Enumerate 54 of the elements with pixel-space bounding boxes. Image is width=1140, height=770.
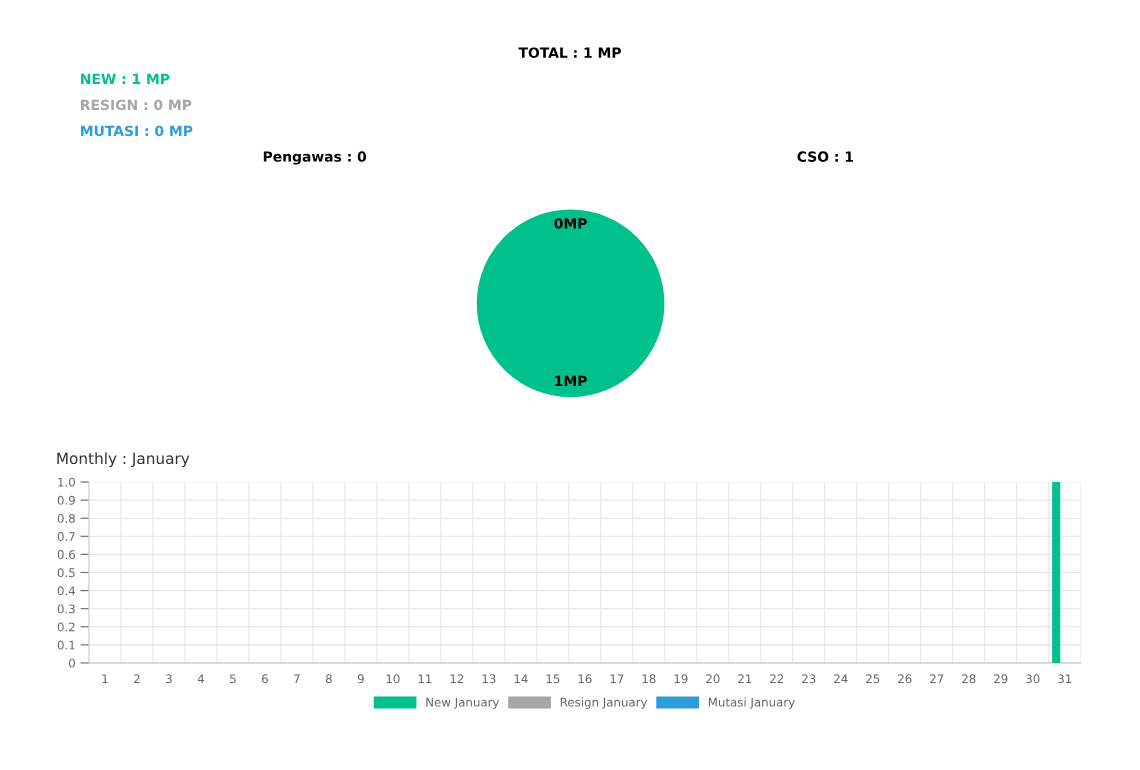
x-tick-label: 16 xyxy=(578,674,592,684)
y-tick-label: 0.3 xyxy=(57,604,75,614)
y-tick-label: 0.8 xyxy=(57,513,75,523)
x-tick-label: 15 xyxy=(546,674,560,684)
x-tick-label: 5 xyxy=(230,674,236,684)
y-tick-label: 0.2 xyxy=(57,622,75,632)
x-tick-label: 10 xyxy=(386,674,400,684)
x-tick-label: 20 xyxy=(706,674,720,684)
text: RESIGN : 0 MP xyxy=(81,99,192,111)
y-tick-label: 1.0 xyxy=(58,477,75,487)
x-tick-label: 2 xyxy=(134,674,140,684)
data-label: 1MP xyxy=(555,375,587,386)
x-tick-label: 13 xyxy=(482,674,496,684)
x-tick-label: 25 xyxy=(866,674,880,684)
x-tick-label: 19 xyxy=(674,674,688,684)
legend-label: New January xyxy=(426,697,500,709)
x-tick-label: 9 xyxy=(357,674,364,684)
x-tick-label: 6 xyxy=(261,674,268,684)
y-tick-label: 0.1 xyxy=(57,640,75,650)
x-tick-label: 7 xyxy=(294,674,300,684)
x-tick-label: 26 xyxy=(898,674,912,684)
y-tick-label: 0.7 xyxy=(57,532,75,541)
chart-title: TOTAL : 1 MP xyxy=(518,47,621,58)
x-tick-label: 23 xyxy=(802,674,816,684)
y-tick-label: 0.5 xyxy=(57,568,75,578)
x-tick-label: 30 xyxy=(1026,674,1040,684)
y-tick-label: 0.4 xyxy=(57,586,76,596)
legend-label: Resign January xyxy=(560,697,648,709)
x-tick-label: 11 xyxy=(418,674,432,684)
x-tick-label: 3 xyxy=(166,674,172,684)
x-tick-label: 29 xyxy=(994,674,1008,684)
x-tick-label: 1 xyxy=(102,674,108,684)
x-tick-label: 12 xyxy=(450,674,464,684)
y-tick-label: 0.6 xyxy=(57,550,75,560)
x-tick-label: 21 xyxy=(738,674,752,684)
x-tick-label: 8 xyxy=(325,674,332,684)
y-tick-label: 0.9 xyxy=(57,495,75,505)
x-tick-label: 4 xyxy=(197,674,204,684)
y-tick-label: 0 xyxy=(68,658,75,668)
x-tick-label: 24 xyxy=(834,674,848,684)
x-tick-label: 31 xyxy=(1058,674,1072,684)
x-tick-label: 17 xyxy=(610,674,624,684)
x-tick-label: 28 xyxy=(962,674,976,684)
x-tick-label: 27 xyxy=(930,674,944,684)
x-tick-label: 22 xyxy=(770,674,784,684)
x-tick-label: 18 xyxy=(642,674,656,684)
text: MUTASI : 0 MP xyxy=(81,125,193,137)
text: 0MP xyxy=(554,218,587,229)
text: Pengawas : 0 xyxy=(263,151,367,165)
text: NEW : 1 MP xyxy=(81,73,170,84)
chart-title: Monthly : January xyxy=(57,452,190,468)
x-tick-label: 14 xyxy=(514,674,528,684)
legend-label: Mutasi January xyxy=(708,697,795,709)
text: CSO : 1 xyxy=(797,151,853,162)
